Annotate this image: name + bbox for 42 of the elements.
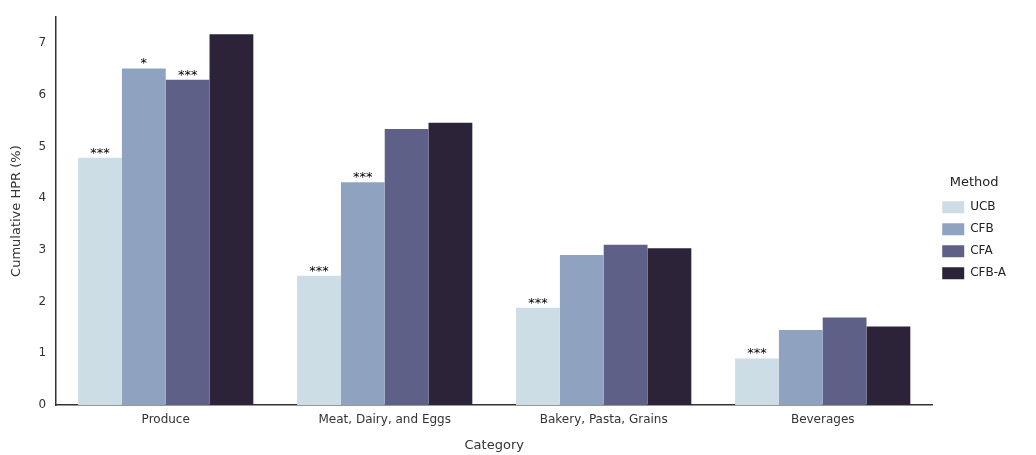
y-axis-title: Cumulative HPR (%) bbox=[8, 145, 24, 277]
bar bbox=[209, 34, 254, 405]
legend-label: CFB bbox=[970, 221, 994, 236]
y-tick-label: 5 bbox=[38, 138, 47, 153]
legend-label: CFB-A bbox=[970, 265, 1007, 280]
y-tick-label: 3 bbox=[38, 242, 47, 257]
data-label: *** bbox=[309, 262, 330, 278]
y-tick-label: 0 bbox=[38, 397, 47, 412]
bar bbox=[778, 330, 823, 405]
bar bbox=[428, 122, 473, 405]
x-tick-label: Meat, Dairy, and Eggs bbox=[318, 412, 451, 427]
data-label: *** bbox=[90, 144, 111, 160]
bar bbox=[603, 244, 648, 405]
bar bbox=[297, 275, 341, 405]
bar bbox=[78, 157, 122, 405]
y-tick-label: 2 bbox=[38, 293, 47, 308]
y-tick-label: 6 bbox=[38, 86, 47, 101]
y-tick-label: 7 bbox=[38, 35, 47, 50]
legend-title: Method bbox=[949, 173, 999, 189]
y-tick-label: 4 bbox=[38, 190, 47, 205]
x-tick-label: Beverages bbox=[790, 412, 855, 427]
bar bbox=[516, 307, 560, 405]
x-axis-title: Category bbox=[464, 436, 525, 452]
data-label: *** bbox=[528, 294, 549, 310]
data-label: *** bbox=[177, 66, 198, 82]
y-tick-label: 1 bbox=[38, 345, 47, 360]
bar bbox=[165, 79, 210, 405]
bar bbox=[735, 358, 779, 405]
legend-label: UCB bbox=[970, 199, 996, 214]
bar bbox=[647, 248, 692, 405]
bar bbox=[384, 128, 429, 405]
legend-label: CFA bbox=[970, 243, 994, 258]
bar bbox=[822, 317, 867, 405]
bar bbox=[340, 182, 385, 405]
data-label: * bbox=[140, 55, 148, 71]
x-tick-label: Bakery, Pasta, Grains bbox=[539, 412, 668, 427]
bar bbox=[866, 326, 911, 405]
bar bbox=[559, 255, 604, 405]
bar bbox=[121, 68, 166, 405]
x-tick-label: Produce bbox=[141, 412, 190, 427]
data-label: *** bbox=[747, 345, 768, 361]
data-label: *** bbox=[353, 169, 374, 185]
